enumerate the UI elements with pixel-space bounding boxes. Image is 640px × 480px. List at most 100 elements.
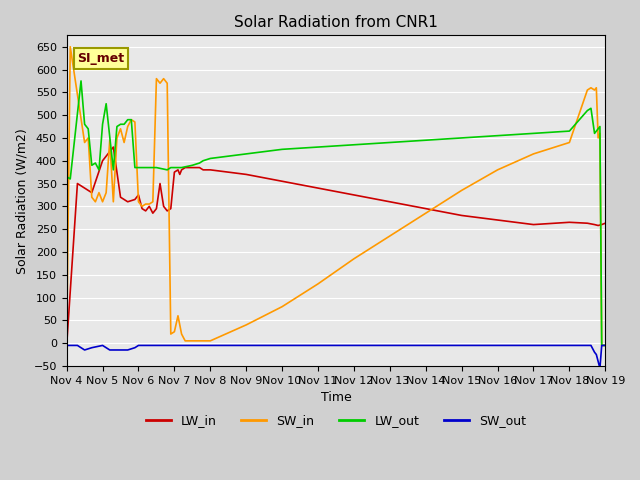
- LW_in: [422, 206, 429, 212]
- LW_out: [95, 167, 103, 173]
- LW_in: [493, 217, 501, 223]
- Legend: LW_in, SW_in, LW_out, SW_out: LW_in, SW_in, LW_out, SW_out: [141, 409, 531, 432]
- LW_in: [176, 171, 184, 177]
- SW_out: [63, 343, 70, 348]
- LW_in: [530, 222, 538, 228]
- LW_out: [99, 121, 106, 127]
- LW_in: [163, 208, 171, 214]
- LW_in: [170, 169, 178, 175]
- LW_out: [102, 101, 110, 107]
- LW_in: [138, 206, 146, 212]
- SW_in: [199, 338, 207, 344]
- SW_out: [584, 343, 591, 348]
- LW_in: [602, 220, 609, 226]
- LW_in: [167, 206, 175, 212]
- SW_out: [458, 343, 465, 348]
- Text: SI_met: SI_met: [77, 52, 125, 65]
- SW_out: [350, 343, 358, 348]
- LW_in: [243, 171, 250, 177]
- LW_in: [178, 167, 186, 173]
- SW_out: [591, 349, 598, 355]
- LW_out: [243, 151, 250, 157]
- SW_in: [602, 343, 609, 348]
- LW_in: [152, 206, 160, 212]
- LW_in: [350, 192, 358, 198]
- LW_out: [88, 162, 95, 168]
- SW_out: [145, 343, 153, 348]
- SW_in: [278, 304, 286, 310]
- SW_in: [63, 343, 70, 348]
- LW_out: [386, 140, 394, 145]
- SW_out: [587, 343, 595, 348]
- SW_out: [602, 343, 609, 348]
- LW_in: [196, 165, 204, 170]
- Line: LW_out: LW_out: [67, 81, 605, 346]
- SW_out: [163, 343, 171, 348]
- LW_out: [63, 174, 70, 180]
- LW_out: [493, 133, 501, 139]
- SW_out: [596, 365, 604, 371]
- LW_out: [593, 128, 600, 134]
- SW_out: [593, 352, 600, 358]
- SW_out: [189, 343, 196, 348]
- LW_in: [156, 180, 164, 186]
- LW_in: [207, 167, 214, 173]
- SW_out: [422, 343, 429, 348]
- LW_out: [591, 131, 598, 136]
- SW_out: [243, 343, 250, 348]
- SW_out: [386, 343, 394, 348]
- SW_in: [149, 199, 157, 204]
- LW_out: [170, 165, 178, 170]
- LW_out: [199, 158, 207, 164]
- SW_out: [530, 343, 538, 348]
- LW_in: [566, 219, 573, 225]
- LW_in: [145, 204, 153, 209]
- LW_out: [566, 128, 573, 134]
- SW_out: [88, 345, 95, 350]
- LW_out: [189, 162, 196, 168]
- LW_out: [584, 108, 591, 113]
- LW_out: [152, 165, 160, 170]
- LW_out: [596, 124, 604, 130]
- SW_in: [109, 199, 117, 204]
- LW_out: [314, 144, 322, 150]
- LW_in: [131, 197, 139, 203]
- SW_out: [170, 343, 178, 348]
- SW_out: [278, 343, 286, 348]
- LW_in: [199, 167, 207, 173]
- Title: Solar Radiation from CNR1: Solar Radiation from CNR1: [234, 15, 438, 30]
- SW_out: [74, 343, 81, 348]
- LW_in: [81, 185, 88, 191]
- LW_out: [587, 106, 595, 111]
- LW_out: [595, 126, 602, 132]
- LW_in: [181, 165, 189, 170]
- LW_out: [84, 126, 92, 132]
- SW_out: [106, 347, 113, 353]
- LW_out: [116, 121, 124, 127]
- LW_in: [189, 165, 196, 170]
- LW_in: [116, 194, 124, 200]
- LW_in: [160, 204, 168, 209]
- LW_in: [134, 192, 142, 198]
- LW_in: [598, 222, 605, 228]
- LW_out: [196, 160, 204, 166]
- LW_out: [127, 117, 135, 122]
- LW_out: [167, 165, 175, 170]
- SW_in: [196, 338, 204, 344]
- LW_out: [120, 121, 128, 127]
- LW_out: [530, 131, 538, 136]
- LW_in: [174, 167, 182, 173]
- LW_out: [178, 165, 186, 170]
- SW_out: [566, 343, 573, 348]
- SW_out: [314, 343, 322, 348]
- LW_in: [124, 199, 132, 204]
- LW_out: [278, 146, 286, 152]
- X-axis label: Time: Time: [321, 391, 351, 404]
- LW_out: [92, 160, 99, 166]
- LW_in: [149, 210, 157, 216]
- SW_out: [116, 347, 124, 353]
- SW_out: [493, 343, 501, 348]
- LW_out: [134, 165, 142, 170]
- LW_out: [81, 121, 88, 127]
- SW_out: [167, 343, 175, 348]
